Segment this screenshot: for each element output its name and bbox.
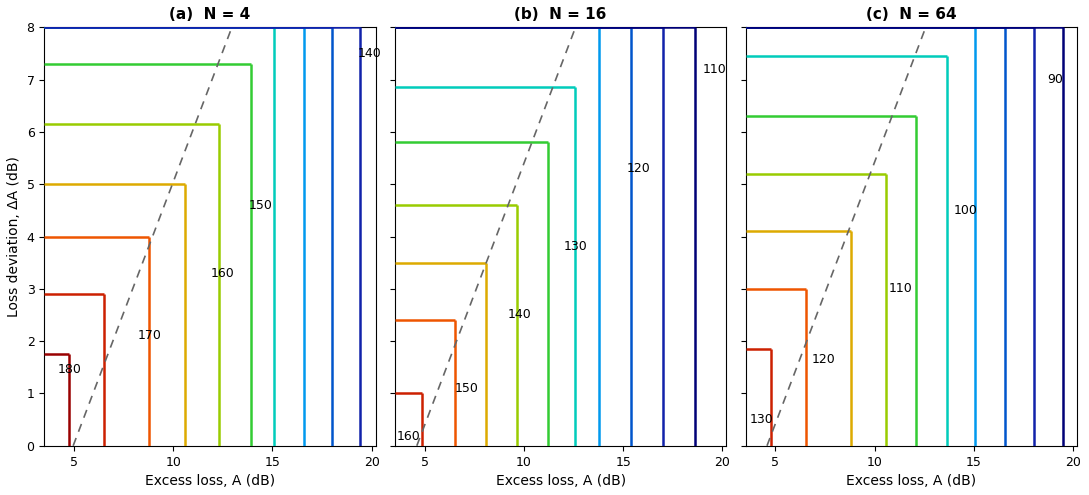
X-axis label: Excess loss, A (dB): Excess loss, A (dB) <box>495 474 626 488</box>
Text: 140: 140 <box>357 47 381 60</box>
X-axis label: Excess loss, A (dB): Excess loss, A (dB) <box>846 474 977 488</box>
Text: 130: 130 <box>564 241 587 253</box>
Y-axis label: Loss deviation, ΔA (dB): Loss deviation, ΔA (dB) <box>7 156 21 317</box>
Title: (c)  N = 64: (c) N = 64 <box>866 7 957 22</box>
Text: 160: 160 <box>211 267 234 280</box>
Text: 120: 120 <box>627 162 651 175</box>
Text: 180: 180 <box>58 363 82 376</box>
Text: 90: 90 <box>1048 73 1063 86</box>
Text: 140: 140 <box>509 308 531 321</box>
Text: 170: 170 <box>137 329 161 343</box>
Text: 110: 110 <box>889 282 913 296</box>
X-axis label: Excess loss, A (dB): Excess loss, A (dB) <box>145 474 274 488</box>
Text: 130: 130 <box>749 413 773 426</box>
Text: 100: 100 <box>954 204 978 217</box>
Text: 120: 120 <box>811 353 835 366</box>
Title: (b)  N = 16: (b) N = 16 <box>514 7 607 22</box>
Text: 150: 150 <box>454 382 478 395</box>
Text: 160: 160 <box>397 430 420 443</box>
Title: (a)  N = 4: (a) N = 4 <box>169 7 250 22</box>
Text: 150: 150 <box>248 198 272 212</box>
Text: 110: 110 <box>702 63 726 76</box>
